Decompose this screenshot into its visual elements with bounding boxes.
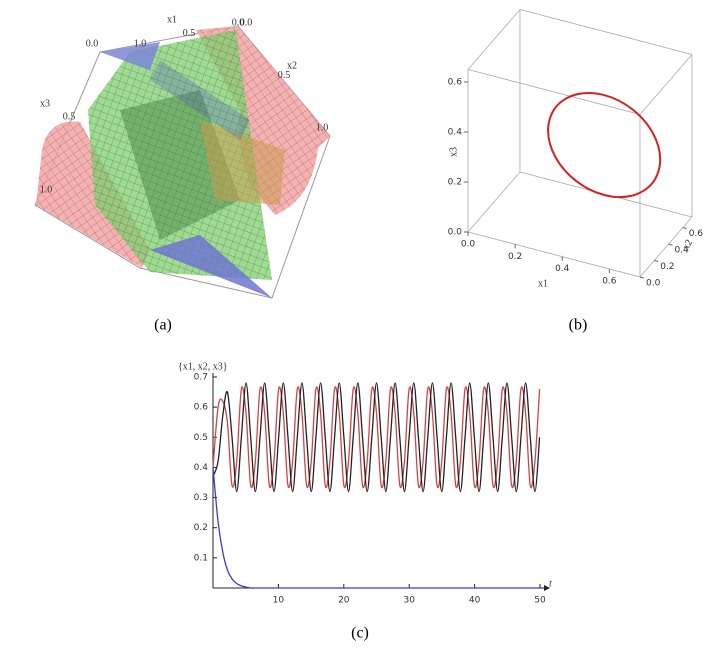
x-axis-arrow [544, 585, 550, 591]
series-line [212, 386, 541, 489]
axis-label: x3 [40, 98, 50, 109]
series-line [212, 382, 541, 493]
tick-label: 1.0 [134, 38, 147, 49]
tick-label: 0.2 [660, 262, 674, 272]
y-tick-label: 0.7 [194, 373, 208, 383]
surface [150, 60, 250, 140]
y-axis-label: {x1, x2, x3} [178, 361, 228, 372]
axis-label: x3 [448, 147, 459, 157]
series-line [212, 467, 540, 589]
tick-mark [668, 243, 673, 246]
x-tick-label: 30 [403, 596, 415, 606]
tick-label: 0.0 [448, 228, 463, 238]
y-tick-label: 0.1 [194, 553, 208, 563]
tick-label: 0.2 [508, 252, 522, 262]
tick-label: 1.0 [40, 184, 53, 195]
tick-mark [639, 276, 645, 279]
axis-label: x1 [167, 14, 177, 25]
y-tick-label: 0.6 [194, 403, 209, 413]
panel-a: x1 x2 x3 (a) 0.0 0.5 1.0 0.0 0.5 1.0 0.0 0.5 1.0 [34, 14, 331, 334]
box-edge [467, 9, 521, 70]
box-edge [467, 171, 521, 233]
caption: (a) [154, 317, 172, 334]
tick-label: 0.5 [183, 28, 196, 39]
tick-label: 0.5 [278, 70, 291, 81]
x-tick-label: 50 [534, 596, 546, 606]
x-axis-label: t [549, 578, 552, 589]
cycle-curve [547, 92, 662, 199]
tick-label: 1.0 [316, 122, 329, 133]
axis-label: x2 [287, 60, 297, 71]
surface [150, 235, 272, 298]
y-tick-label: 0.3 [194, 493, 208, 503]
tick-label: 0.4 [555, 264, 570, 274]
y-tick-label: 0.5 [194, 433, 208, 443]
tick-label: 0.2 [448, 178, 462, 188]
tick-mark [682, 227, 687, 230]
y-tick-label: 0.2 [194, 523, 208, 533]
surface [100, 42, 160, 70]
box-edge [639, 54, 693, 115]
tick-label: 0.4 [448, 128, 463, 138]
tick-label: 0.5 [63, 111, 76, 122]
x-tick-label: 10 [273, 596, 285, 606]
tick-label: 0.0 [232, 17, 245, 28]
axis-label: x2 [681, 238, 696, 252]
surface [200, 120, 285, 205]
surface-mesh [88, 30, 272, 280]
box-edge [519, 9, 693, 55]
tick-label: 0.6 [602, 276, 617, 286]
caption: (c) [351, 625, 369, 642]
panel-c: {x1, x2, x3} t (c) 0.1 0.2 0.3 0.4 0.5 0.6 0.7… [178, 361, 552, 641]
y-tick-label: 0.4 [194, 463, 209, 473]
tick-label: 0.0 [86, 38, 99, 49]
box-edge [467, 231, 641, 278]
panel-b: x1 x2 x3 (b) 0.00.20.40.6 0.00.20.40.60.0… [448, 9, 704, 334]
tick-label: 0.4 [674, 246, 689, 256]
tick-label: 0.6 [448, 78, 463, 88]
tick-label: 0.0 [461, 240, 476, 250]
tick-label: 0.0 [240, 17, 253, 28]
tick-label: 0.6 [689, 229, 704, 239]
x-tick-label: 20 [338, 596, 350, 606]
box-edge [519, 171, 693, 218]
tick-mark [654, 260, 659, 263]
caption: (b) [569, 317, 588, 334]
box-edge [467, 69, 641, 115]
x-tick-label: 40 [469, 596, 481, 606]
box-edge [639, 216, 693, 278]
tick-label: 0.0 [646, 278, 661, 288]
axis-label: x1 [538, 278, 548, 289]
